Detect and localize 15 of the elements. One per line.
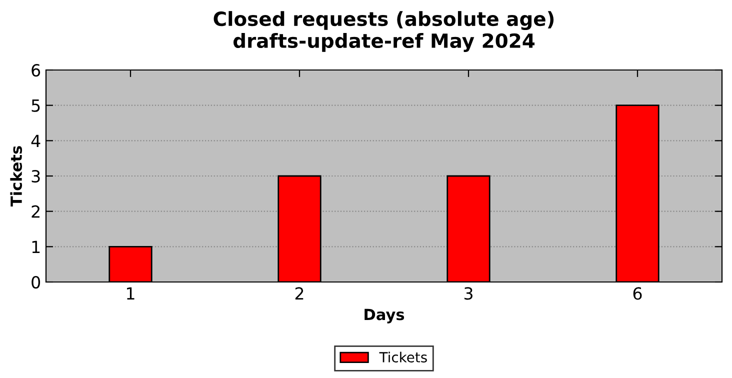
x-tick-label: 1 bbox=[127, 287, 134, 300]
x-tick-label: 2 bbox=[295, 287, 304, 300]
y-tick-label: 1 bbox=[32, 240, 40, 253]
x-axis-title: Days bbox=[364, 308, 404, 324]
y-axis-title: Tickets bbox=[10, 146, 22, 207]
x-tick-label: 3 bbox=[464, 287, 472, 300]
legend-label: Tickets bbox=[379, 352, 427, 362]
x-tick-label: 6 bbox=[633, 287, 642, 300]
y-tick-label: 6 bbox=[32, 64, 40, 77]
y-tick-label: 4 bbox=[31, 134, 40, 147]
y-tick-label: 5 bbox=[32, 100, 40, 112]
chart-title: Closed requests (absolute age) drafts-update-ref May 2024 bbox=[214, 11, 554, 52]
y-tick-label: 3 bbox=[32, 170, 40, 183]
y-tick-label: 0 bbox=[32, 276, 40, 289]
y-tick-label: 2 bbox=[32, 205, 40, 218]
